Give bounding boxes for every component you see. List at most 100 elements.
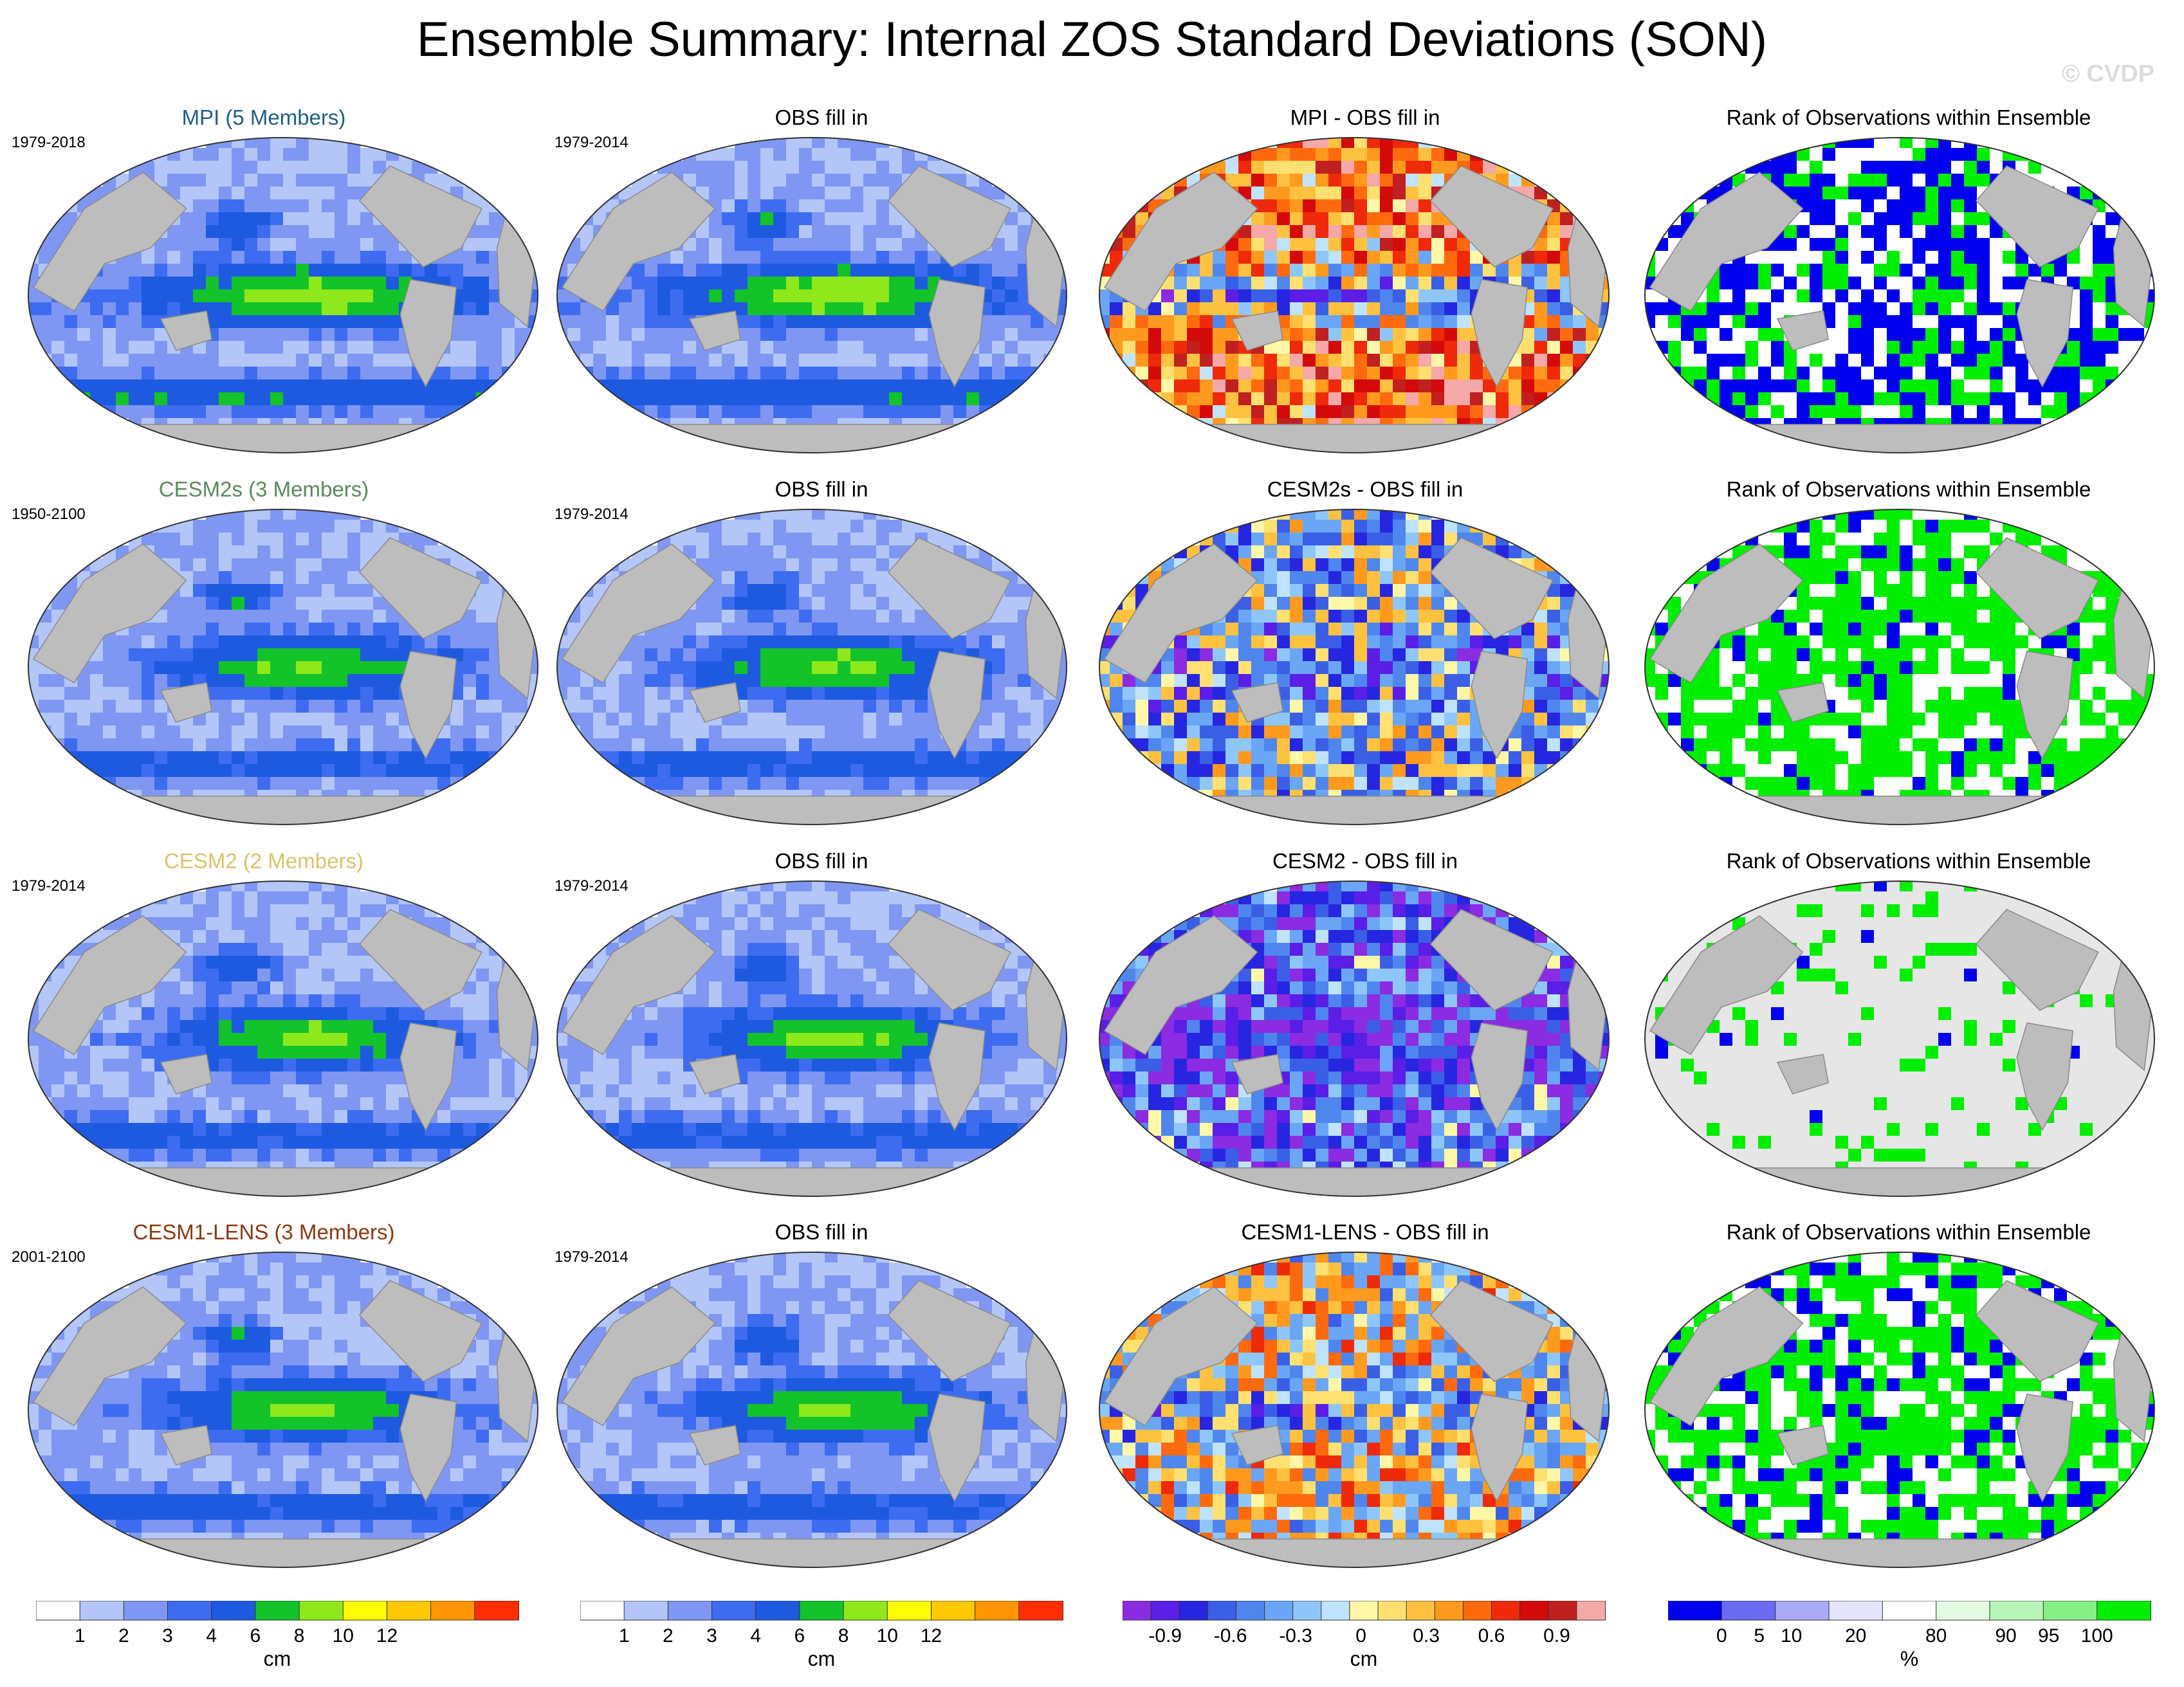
map-cell [296,533,309,546]
map-cell [296,199,309,213]
map-cell [1406,148,1419,161]
map-cell [863,238,877,251]
map-cell [1874,354,1887,367]
map-cell [1225,289,1239,303]
map-cell [1457,392,1471,406]
map-cell [1887,138,1900,149]
map-cell [799,687,812,700]
map-cell [1560,302,1574,316]
map-cell [412,635,425,649]
map-cell [1887,315,1900,329]
map-cell [219,610,232,623]
map-cell [244,635,258,649]
map-cell [722,777,735,790]
map-cell [709,289,722,303]
map-cell [1367,251,1381,264]
map-cell [670,367,684,380]
map-cell [360,713,374,726]
map-cell [799,328,812,342]
map-cell [889,379,903,393]
map-cell [2028,405,2042,419]
map-cell [722,367,735,380]
map-cell [1938,289,1952,303]
map-cell [1213,264,1226,277]
map-cell [347,199,361,213]
map-cell [1367,545,1381,559]
map-cell [1251,545,1265,559]
map-cell [1925,289,1939,303]
map-cell [1406,174,1419,187]
map-cell [645,648,658,662]
map-cell [463,277,477,290]
map-cell [129,392,142,406]
map-cell [670,738,684,752]
map-cell [129,277,142,290]
map-cell [1784,302,1797,316]
map-cell [193,648,206,662]
map-cell [296,289,309,303]
map-cell [1925,238,1939,251]
map-cell [1354,187,1368,200]
map-cell [1018,212,1031,226]
map-cell [1470,161,1483,174]
map-cell [850,199,864,213]
map-cell [863,251,877,264]
map-cell [657,341,671,354]
map-cell [219,545,232,559]
map-cell [2015,354,2029,367]
map-cell [850,174,864,187]
map-cell [1444,520,1458,533]
map-cell [1771,174,1785,187]
map-cell [619,713,632,726]
map-cell [232,199,245,213]
map-cell [270,161,284,174]
map-cell [1900,238,1913,251]
map-cell [167,764,181,778]
map-cell [1874,264,1887,277]
map-cell [812,367,825,380]
map-cell [257,289,271,303]
map-cell [1393,161,1406,174]
map-cell [1874,341,1887,354]
map-cell [1444,148,1458,161]
map-cell [760,725,774,739]
map-cell [1238,174,1252,187]
map-cell [39,251,52,264]
map-cell [760,138,774,149]
map-cell [850,238,864,251]
map-cell [476,648,490,662]
map-cell [1367,302,1381,316]
map-cell [1290,533,1303,546]
map-cell [889,392,903,406]
map-cell [1354,341,1368,354]
map-cell [645,687,658,700]
map-cell [103,751,116,765]
map-cell [799,713,812,726]
map-cell [863,674,877,688]
map-cell [838,509,851,520]
map-cell [347,635,361,649]
map-cell [154,289,168,303]
map-cell [1861,148,1875,161]
map-cell [283,367,297,380]
map-cell [889,174,903,187]
map-cell [838,148,851,161]
map-cell [1810,405,1823,419]
map-cell [657,700,671,713]
map-cell [1681,212,1694,226]
map-cell [1444,328,1458,342]
map-cell [1900,138,1913,149]
map-cell [103,674,116,688]
map-cell [1913,379,1926,393]
map-cell [1303,148,1316,161]
map-cell [167,777,181,790]
map-cell [632,379,645,393]
map-cell [1187,354,1200,367]
map-cell [645,379,658,393]
map-cell [1887,238,1900,251]
map-cell [1005,264,1018,277]
map-cell [1341,277,1355,290]
map-cell [476,635,490,649]
map-cell [889,623,903,636]
map-cell [90,367,104,380]
